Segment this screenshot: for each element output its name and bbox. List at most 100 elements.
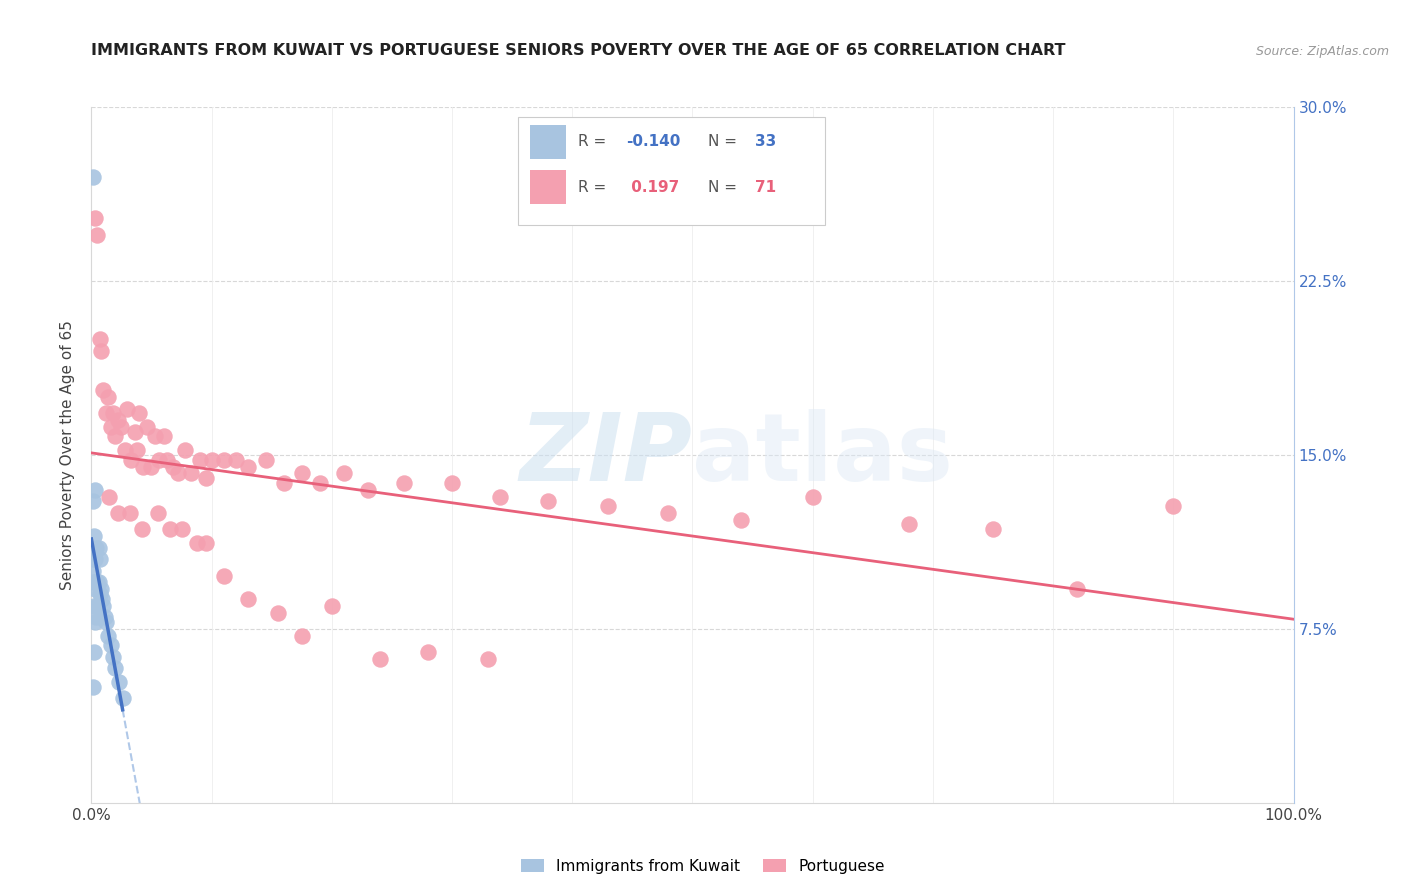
- Point: [333, 467, 356, 481]
- Point: [86, 227, 108, 242]
- Point: [440, 475, 463, 490]
- Point: [162, 459, 184, 474]
- Point: [254, 452, 277, 467]
- Point: [117, 401, 139, 416]
- Text: N =: N =: [709, 179, 742, 194]
- Point: [94, 406, 117, 420]
- Point: [131, 522, 153, 536]
- Point: [83, 552, 105, 566]
- Point: [84, 615, 107, 629]
- Point: [114, 443, 136, 458]
- Point: [159, 522, 181, 536]
- Point: [392, 475, 415, 490]
- Point: [84, 483, 107, 497]
- Point: [180, 467, 202, 481]
- Point: [107, 413, 129, 427]
- Point: [90, 343, 112, 358]
- Point: [416, 645, 439, 659]
- Point: [156, 452, 179, 467]
- Point: [146, 506, 169, 520]
- Point: [143, 429, 166, 443]
- Point: [212, 568, 235, 582]
- Text: 0.197: 0.197: [626, 179, 679, 194]
- Point: [84, 575, 107, 590]
- Point: [84, 552, 107, 566]
- Point: [89, 552, 111, 566]
- Point: [104, 429, 127, 443]
- Point: [101, 649, 124, 664]
- Point: [87, 541, 110, 555]
- Point: [194, 536, 217, 550]
- Point: [93, 610, 115, 624]
- Point: [225, 452, 247, 467]
- Point: [368, 652, 391, 666]
- Point: [91, 591, 114, 606]
- Point: [84, 211, 107, 226]
- Bar: [530, 170, 567, 203]
- Point: [111, 691, 134, 706]
- Point: [87, 575, 110, 590]
- Point: [357, 483, 380, 497]
- Point: [236, 459, 259, 474]
- Point: [308, 475, 330, 490]
- Text: Source: ZipAtlas.com: Source: ZipAtlas.com: [1256, 45, 1389, 58]
- Point: [657, 506, 679, 520]
- Y-axis label: Seniors Poverty Over the Age of 65: Seniors Poverty Over the Age of 65: [60, 320, 76, 590]
- Point: [174, 443, 197, 458]
- Point: [212, 452, 235, 467]
- Point: [83, 599, 105, 613]
- Point: [132, 459, 155, 474]
- Point: [188, 452, 211, 467]
- Point: [477, 652, 499, 666]
- Point: [89, 332, 111, 346]
- Point: [489, 490, 512, 504]
- Text: N =: N =: [709, 135, 742, 149]
- Point: [93, 383, 115, 397]
- Text: 71: 71: [755, 179, 776, 194]
- Text: 33: 33: [755, 135, 776, 149]
- Point: [152, 429, 174, 443]
- Point: [84, 541, 107, 555]
- Point: [167, 467, 190, 481]
- Point: [82, 169, 104, 184]
- FancyBboxPatch shape: [519, 118, 825, 226]
- Point: [93, 599, 115, 613]
- Point: [82, 564, 104, 578]
- Point: [128, 406, 150, 420]
- Legend: Immigrants from Kuwait, Portuguese: Immigrants from Kuwait, Portuguese: [515, 853, 891, 880]
- Point: [110, 420, 132, 434]
- Point: [108, 675, 131, 690]
- Point: [124, 425, 146, 439]
- Point: [83, 645, 105, 659]
- Point: [107, 506, 129, 520]
- Text: R =: R =: [578, 135, 612, 149]
- Point: [82, 680, 104, 694]
- Text: atlas: atlas: [692, 409, 953, 501]
- Point: [598, 499, 620, 513]
- Point: [86, 575, 108, 590]
- Point: [100, 420, 122, 434]
- Point: [1161, 499, 1184, 513]
- Point: [118, 506, 141, 520]
- Point: [82, 494, 104, 508]
- Point: [86, 599, 108, 613]
- Point: [537, 494, 560, 508]
- Point: [981, 522, 1004, 536]
- Point: [291, 629, 314, 643]
- Point: [97, 629, 120, 643]
- Point: [83, 575, 105, 590]
- Point: [236, 591, 259, 606]
- Point: [267, 606, 290, 620]
- Point: [321, 599, 343, 613]
- Point: [84, 582, 107, 597]
- Point: [120, 452, 142, 467]
- Point: [897, 517, 920, 532]
- Point: [170, 522, 193, 536]
- Point: [186, 536, 208, 550]
- Point: [201, 452, 224, 467]
- Point: [98, 490, 121, 504]
- Point: [94, 615, 117, 629]
- Point: [100, 638, 122, 652]
- Point: [801, 490, 824, 504]
- Point: [97, 390, 120, 404]
